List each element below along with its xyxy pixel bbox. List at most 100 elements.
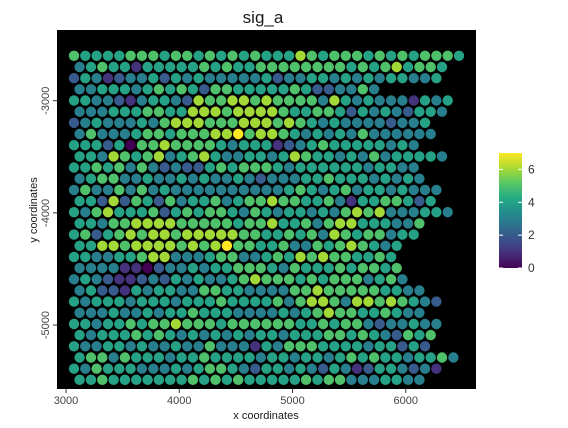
data-point [187, 173, 199, 184]
data-point [165, 374, 176, 385]
data-point [108, 262, 119, 274]
data-point [408, 363, 419, 374]
data-point [402, 61, 414, 73]
data-point [131, 218, 142, 229]
data-point [300, 374, 312, 385]
data-point [283, 207, 295, 218]
data-point [148, 207, 159, 218]
data-point [250, 184, 261, 196]
data-point [114, 95, 125, 106]
data-point [300, 262, 312, 274]
data-point [204, 117, 216, 128]
data-point [391, 151, 402, 162]
data-point [97, 329, 108, 341]
data-point [250, 50, 261, 61]
data-point [357, 61, 368, 73]
data-point [221, 218, 233, 229]
data-point [108, 151, 119, 162]
data-point [199, 218, 210, 229]
data-point [380, 151, 391, 162]
data-point [272, 274, 283, 285]
data-point [221, 285, 233, 296]
data-point [74, 262, 85, 274]
data-point [68, 184, 80, 196]
data-point [334, 240, 346, 251]
data-point [312, 218, 323, 229]
data-point [380, 307, 391, 318]
data-point [85, 106, 97, 117]
data-point [74, 240, 85, 251]
data-point [261, 363, 272, 374]
data-point [340, 73, 351, 84]
data-point [306, 318, 317, 330]
y-axis-label: y coordinates [28, 177, 40, 243]
data-point [351, 274, 363, 285]
data-point [68, 296, 80, 307]
data-point [419, 117, 431, 128]
data-point [380, 374, 391, 385]
data-point [334, 352, 346, 363]
data-point [244, 61, 255, 73]
data-point [312, 285, 323, 296]
data-point [165, 151, 176, 162]
data-point [233, 128, 244, 140]
data-point [102, 318, 114, 330]
data-point [210, 84, 221, 95]
data-point [199, 374, 210, 385]
data-point [283, 251, 295, 263]
data-point [216, 117, 227, 128]
data-point [216, 318, 227, 330]
data-point [431, 50, 442, 61]
data-point [68, 140, 80, 151]
data-point [148, 251, 159, 263]
data-point [397, 140, 408, 151]
data-point [91, 229, 102, 240]
data-point [80, 162, 91, 173]
data-point [397, 229, 408, 240]
data-point [391, 374, 402, 385]
data-point [436, 352, 448, 363]
data-point [68, 50, 80, 61]
data-point [278, 285, 289, 296]
data-point [351, 95, 363, 106]
data-point [187, 240, 199, 251]
data-point [317, 184, 329, 196]
data-point [312, 329, 323, 341]
data-point [108, 240, 119, 251]
data-point [391, 329, 402, 341]
data-point [267, 195, 278, 207]
data-point [182, 184, 193, 196]
data-point [408, 140, 419, 151]
data-point [278, 218, 289, 229]
data-point [334, 151, 346, 162]
data-point [385, 140, 397, 151]
data-point [153, 285, 165, 296]
data-point [221, 307, 233, 318]
data-point [323, 173, 334, 184]
data-point [233, 61, 244, 73]
data-point [159, 363, 170, 374]
data-point [176, 374, 187, 385]
data-point [363, 207, 374, 218]
data-point [346, 352, 357, 363]
data-point [351, 296, 363, 307]
data-point [340, 296, 351, 307]
data-point [199, 173, 210, 184]
data-point [142, 173, 153, 184]
data-point [368, 352, 380, 363]
data-point [261, 50, 272, 61]
data-point [368, 285, 380, 296]
data-point [255, 173, 266, 184]
data-point [272, 50, 283, 61]
x-tick-label: 3000 [54, 395, 78, 407]
data-point [397, 318, 408, 330]
data-point [340, 363, 351, 374]
data-point [244, 374, 255, 385]
data-point [368, 329, 380, 341]
data-point [97, 106, 108, 117]
data-point [357, 173, 368, 184]
data-point [357, 106, 368, 117]
data-point [159, 296, 170, 307]
data-point [159, 140, 170, 151]
data-point [227, 229, 238, 240]
